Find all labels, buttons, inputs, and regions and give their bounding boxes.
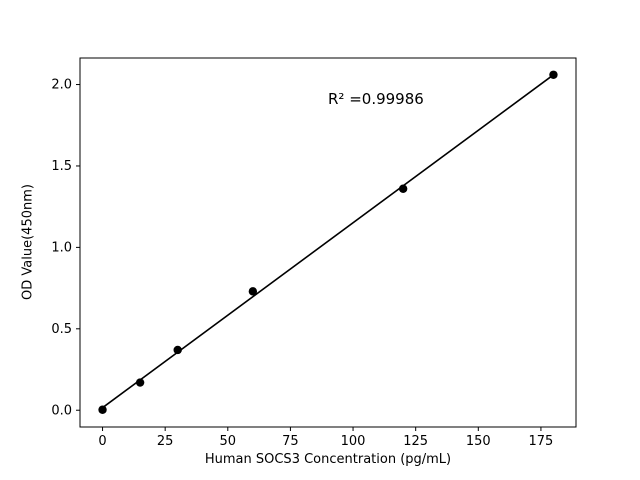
data-point	[248, 287, 258, 296]
y-tick-label: 0.5	[51, 322, 72, 337]
data-point	[98, 405, 107, 414]
x-tick-label: 150	[466, 434, 491, 449]
y-tick-label: 1.5	[51, 159, 72, 174]
x-tick-label: 100	[341, 434, 366, 449]
y-tick-label: 0.0	[51, 403, 72, 418]
x-axis-label: Human SOCS3 Concentration (pg/mL)	[204, 452, 452, 467]
data-point	[398, 184, 408, 193]
y-axis-label: OD Value(450nm)	[20, 184, 36, 300]
x-tick-label: 25	[157, 434, 174, 449]
r-squared-annotation: R² =0.99986	[328, 90, 424, 108]
x-tick-label: 75	[282, 434, 299, 449]
y-tick-label: 1.0	[51, 241, 72, 256]
data-point	[549, 70, 558, 79]
x-tick-label: 125	[403, 434, 428, 449]
plot-border	[79, 57, 577, 428]
y-tick-label: 2.0	[51, 78, 72, 93]
data-point	[135, 378, 145, 387]
x-tick-label: 175	[529, 434, 554, 449]
fit-line	[102, 74, 554, 409]
data-point	[173, 345, 182, 355]
x-tick-label: 50	[220, 434, 237, 449]
x-tick-label: 0	[98, 434, 106, 449]
